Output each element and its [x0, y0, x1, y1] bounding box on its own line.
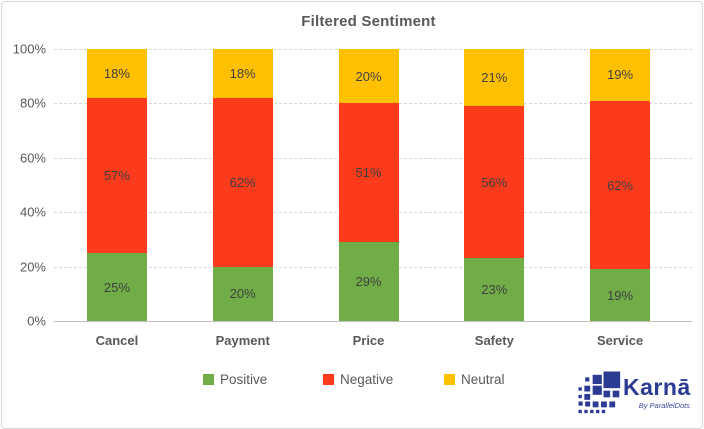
x-axis-category-label: Price: [352, 333, 385, 348]
bar-value-label: 56%: [481, 174, 508, 190]
neutral-legend-marker-icon: [444, 373, 455, 385]
bar-value-label: 20%: [355, 68, 382, 84]
bar-segment-negative: 62%: [212, 97, 273, 267]
x-axis-category-label: Service: [596, 333, 644, 348]
bar-value-label: 18%: [103, 65, 130, 81]
karna-logo-icon: [578, 371, 621, 414]
bar-segment-negative: 62%: [590, 100, 651, 270]
bar-value-label: 20%: [229, 286, 256, 302]
bar-segment-negative: 56%: [464, 106, 525, 259]
x-axis-line: [54, 321, 692, 322]
karna-logo-subtext: By ParallelDots: [638, 401, 690, 410]
negative-legend-marker-icon: [323, 373, 334, 385]
bar-value-label: 51%: [355, 165, 382, 181]
legend-label: Neutral: [461, 371, 505, 387]
chart-title: Filtered Sentiment: [301, 13, 436, 30]
legend-label: Negative: [340, 371, 394, 387]
y-axis-tick-label: 60%: [19, 150, 46, 166]
karna-logo: Karnā By ParallelDots: [576, 368, 694, 420]
bar-safety: 23% 56% 21%: [464, 49, 525, 321]
bar-value-label: 23%: [481, 282, 508, 298]
bar-price: 29% 51% 20%: [338, 49, 399, 321]
bar-segment-negative: 57%: [86, 97, 147, 253]
y-axis-tick-label: 20%: [19, 259, 46, 275]
positive-legend-marker-icon: [203, 373, 214, 385]
bar-segment-negative: 51%: [338, 103, 399, 243]
bar-value-label: 25%: [103, 279, 130, 295]
bar-segment-neutral: 20%: [338, 49, 399, 104]
x-axis-category-label: Safety: [474, 333, 514, 348]
bar-value-label: 21%: [481, 70, 508, 86]
legend: Positive Negative Neutral: [0, 370, 704, 388]
bar-segment-neutral: 19%: [590, 49, 651, 101]
bar-segment-neutral: 18%: [212, 49, 273, 98]
x-axis-category-label: Cancel: [95, 333, 139, 348]
legend-item-negative: Negative: [323, 370, 393, 388]
bar-payment: 20% 62% 18%: [212, 49, 273, 321]
legend-item-positive: Positive: [203, 370, 267, 388]
bar-segment-positive: 25%: [86, 253, 147, 321]
bar-value-label: 18%: [229, 65, 256, 81]
bar-segment-positive: 19%: [590, 269, 651, 321]
y-axis-tick-label: 80%: [19, 95, 46, 111]
bar-value-label: 29%: [355, 274, 382, 290]
karna-logo-text: Karnā: [623, 374, 691, 400]
bar-service: 19% 62% 19%: [590, 49, 651, 321]
bar-value-label: 57%: [103, 167, 130, 183]
bar-segment-positive: 23%: [464, 258, 525, 321]
bar-value-label: 62%: [229, 174, 256, 190]
bar-value-label: 19%: [607, 287, 634, 303]
y-axis-tick-label: 0%: [27, 313, 46, 329]
bar-value-label: 62%: [607, 177, 634, 193]
legend-item-neutral: Neutral: [444, 370, 505, 388]
bar-segment-positive: 29%: [338, 242, 399, 321]
bar-value-label: 19%: [607, 67, 634, 83]
y-axis-tick-label: 100%: [12, 41, 46, 57]
legend-label: Positive: [220, 371, 268, 387]
bar-cancel: 25% 57% 18%: [86, 49, 147, 321]
bar-segment-neutral: 18%: [86, 49, 147, 98]
x-axis-category-label: Payment: [215, 333, 270, 348]
y-axis-tick-label: 40%: [19, 204, 46, 220]
bar-segment-positive: 20%: [212, 266, 273, 321]
bar-segment-neutral: 21%: [464, 49, 525, 107]
